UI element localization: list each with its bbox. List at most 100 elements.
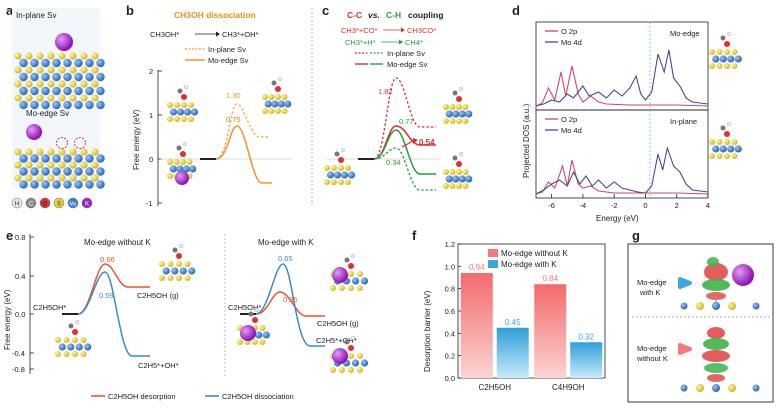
curve-c-ch-moedge xyxy=(373,129,436,175)
bar-with-k-0 xyxy=(496,327,529,378)
vacancy-marker-2 xyxy=(74,137,86,149)
mo-atom xyxy=(19,167,28,176)
ytick-b-2: 2 xyxy=(149,67,153,76)
dos-top-o2p xyxy=(535,65,709,107)
ytick-e-m04: -0.4 xyxy=(12,349,25,358)
s-atom xyxy=(25,174,33,182)
legend-e-dissociation: C2H5OH dissociation xyxy=(222,392,294,401)
s-atom xyxy=(14,148,22,156)
legend-atom-c xyxy=(25,197,37,209)
label-e-left-start: C2H5OH* xyxy=(33,303,66,312)
curve-e-right-desorption xyxy=(255,291,325,317)
moedge-slab-structure xyxy=(14,148,105,189)
legend-atom-h xyxy=(11,197,23,209)
x-category-label: C2H5OH xyxy=(479,383,512,392)
mo-atom xyxy=(30,180,39,189)
mo-atom xyxy=(41,58,50,68)
s-atom xyxy=(80,80,88,88)
ytick-e-00: 0.0 xyxy=(15,310,25,319)
s-atom xyxy=(25,66,33,74)
s-atom xyxy=(58,80,66,88)
label-g-bot-1: Mo-edge xyxy=(637,344,667,353)
label-e-right-start: C2H5OH* xyxy=(228,303,261,312)
s-atom xyxy=(80,94,88,102)
panel-letter-c: c xyxy=(322,3,329,18)
xtick-d: -6 xyxy=(548,201,555,210)
mo-atom xyxy=(52,72,61,82)
ylabel-e: Free energy (eV) xyxy=(3,289,12,350)
panel-letter-e: e xyxy=(6,228,13,243)
mo-atom xyxy=(41,180,50,189)
label-g-top-2: with K xyxy=(639,288,660,297)
mo-atom xyxy=(85,154,94,163)
structure-e-2 xyxy=(55,320,92,357)
s-atom xyxy=(25,52,33,60)
s-atom xyxy=(80,52,88,60)
curve-c-ch-inplane xyxy=(373,147,436,191)
bar-without-k-1 xyxy=(534,284,567,378)
mo-atom xyxy=(74,86,83,96)
value-e-left-059: 0.59 xyxy=(99,291,114,300)
s-atom xyxy=(36,94,44,102)
ytick-f: 1.2 xyxy=(445,240,455,249)
mo-atom xyxy=(85,58,94,68)
rxn-c1-left: CH3*+CO* xyxy=(341,26,378,35)
s-atom xyxy=(69,80,77,88)
s-atom xyxy=(36,66,44,74)
mo-atom xyxy=(52,86,61,96)
s-atom xyxy=(69,52,77,60)
legend-atom-label: S xyxy=(57,202,61,208)
label-g-top-1: Mo-edge xyxy=(637,278,667,287)
legend-atom-label: H xyxy=(15,202,19,208)
panel-e: e 0.8 0.4 0.0 -0.4 -0.8 Free energy (eV)… xyxy=(3,228,369,401)
legend-atom-label: O xyxy=(43,202,48,208)
s-atom xyxy=(69,94,77,102)
mo-atom xyxy=(41,154,50,163)
s-atom xyxy=(47,148,55,156)
mo-atom xyxy=(96,58,105,68)
mo-atom xyxy=(74,100,83,110)
legend-d-top-mo4d: Mo 4d xyxy=(561,38,582,47)
value-c-077: 0.77 xyxy=(399,117,414,126)
s-atom xyxy=(58,94,66,102)
legend-atom-s xyxy=(53,197,65,209)
structure-d-bottom xyxy=(709,121,742,159)
legend-b-moedge: Mo-edge Sv xyxy=(208,56,249,65)
ytick-f: 1.0 xyxy=(445,262,455,271)
ylabel-f: Desorption barrier (eV) xyxy=(423,290,432,372)
bar-value-label: 0.32 xyxy=(578,332,594,341)
title-c-vs: vs. xyxy=(368,10,380,20)
x-category-label: C4H9OH xyxy=(552,383,585,392)
charge-density-top xyxy=(680,257,760,310)
s-atom xyxy=(36,148,44,156)
ytick-b-m1: -1 xyxy=(146,199,153,208)
s-atom xyxy=(58,66,66,74)
rxn-c2-left: CH3*+H* xyxy=(345,38,376,47)
panel-a: a In-plane Sv Mo-edge Sv H C O S Mo K xyxy=(6,3,105,209)
mo-atom xyxy=(96,180,105,189)
value-c-034: 0.34 xyxy=(386,158,401,167)
element-legend: H C O S Mo K xyxy=(11,197,93,209)
mo-atom xyxy=(52,154,61,163)
s-atom xyxy=(14,80,22,88)
ytick-f: 0.8 xyxy=(445,285,455,294)
bar-chart-f: 0.94 0.45 C2H5OH 0.84 0.32 C4H9OH 0.0 0.2 0.4 0.6… xyxy=(445,240,606,392)
s-atom xyxy=(58,174,66,182)
value-c-182: 1.82 xyxy=(378,87,393,96)
mo-atom xyxy=(63,154,72,163)
mo-atom xyxy=(96,154,105,163)
structure-b-transition xyxy=(167,84,199,122)
s-atom xyxy=(58,148,66,156)
rxn-b-arrowhead xyxy=(216,31,220,37)
s-atom xyxy=(91,52,99,60)
charge-density-bottom xyxy=(680,327,760,392)
bar-without-k-0 xyxy=(460,273,493,378)
ytick-e-08: 0.8 xyxy=(15,233,25,242)
rxn-c2-right: CH4* xyxy=(405,38,423,47)
s-atom xyxy=(25,148,33,156)
s-atom xyxy=(25,161,33,169)
s-atom xyxy=(36,161,44,169)
inplane-slab-structure xyxy=(14,52,105,110)
barrier-b-moedge: 0.75 xyxy=(226,115,241,124)
mo-atom xyxy=(96,167,105,176)
